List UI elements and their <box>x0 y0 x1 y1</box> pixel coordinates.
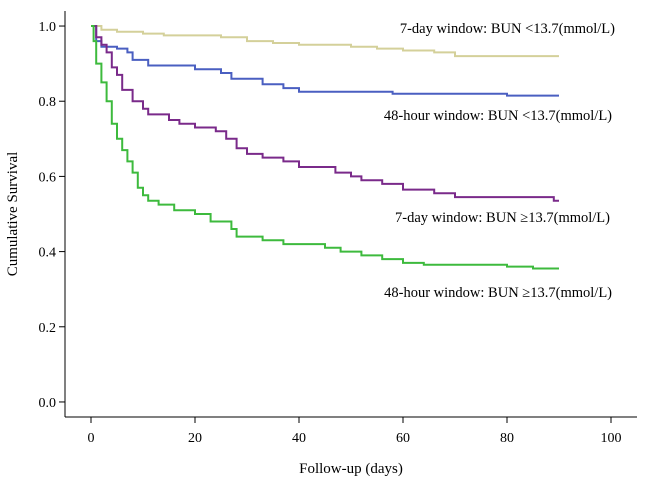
x-axis-ticks: 0 20 40 60 80 100 <box>88 417 622 446</box>
annotation-2: 48-hour window: BUN <13.7(mmol/L) <box>384 108 612 124</box>
curve-annotations: 7-day window: BUN <13.7(mmol/L) 48-hour w… <box>384 21 615 301</box>
x-tick-label: 40 <box>292 431 306 446</box>
plot-area: 0 20 40 60 80 100 0.0 0.2 0.4 0.6 0.8 1.0 7-day wi… <box>39 11 637 446</box>
y-axis-ticks: 0.0 0.2 0.4 0.6 0.8 1.0 <box>39 20 65 411</box>
y-tick-label: 0.0 <box>39 396 57 411</box>
series-line-2 <box>91 25 559 97</box>
y-tick-label: 0.4 <box>39 246 57 261</box>
annotation-1: 7-day window: BUN <13.7(mmol/L) <box>400 21 615 37</box>
y-tick-label: 0.2 <box>39 321 57 336</box>
annotation-3: 7-day window: BUN ≥13.7(mmol/L) <box>395 210 610 226</box>
y-tick-label: 0.6 <box>39 170 57 185</box>
series-line-3 <box>91 25 559 202</box>
x-tick-label: 60 <box>396 431 410 446</box>
annotation-4: 48-hour window: BUN ≥13.7(mmol/L) <box>384 285 612 301</box>
series-line-1 <box>91 25 559 58</box>
y-tick-label: 0.8 <box>39 95 57 110</box>
y-tick-label: 1.0 <box>39 20 57 35</box>
x-tick-label: 100 <box>601 431 622 446</box>
x-tick-label: 0 <box>88 431 95 446</box>
x-tick-label: 20 <box>188 431 202 446</box>
series-line-4 <box>91 25 559 270</box>
x-tick-label: 80 <box>500 431 514 446</box>
series-lines <box>91 25 559 270</box>
x-axis-title: Follow-up (days) <box>299 461 403 477</box>
y-axis-title: Cumulative Survival <box>5 152 21 277</box>
